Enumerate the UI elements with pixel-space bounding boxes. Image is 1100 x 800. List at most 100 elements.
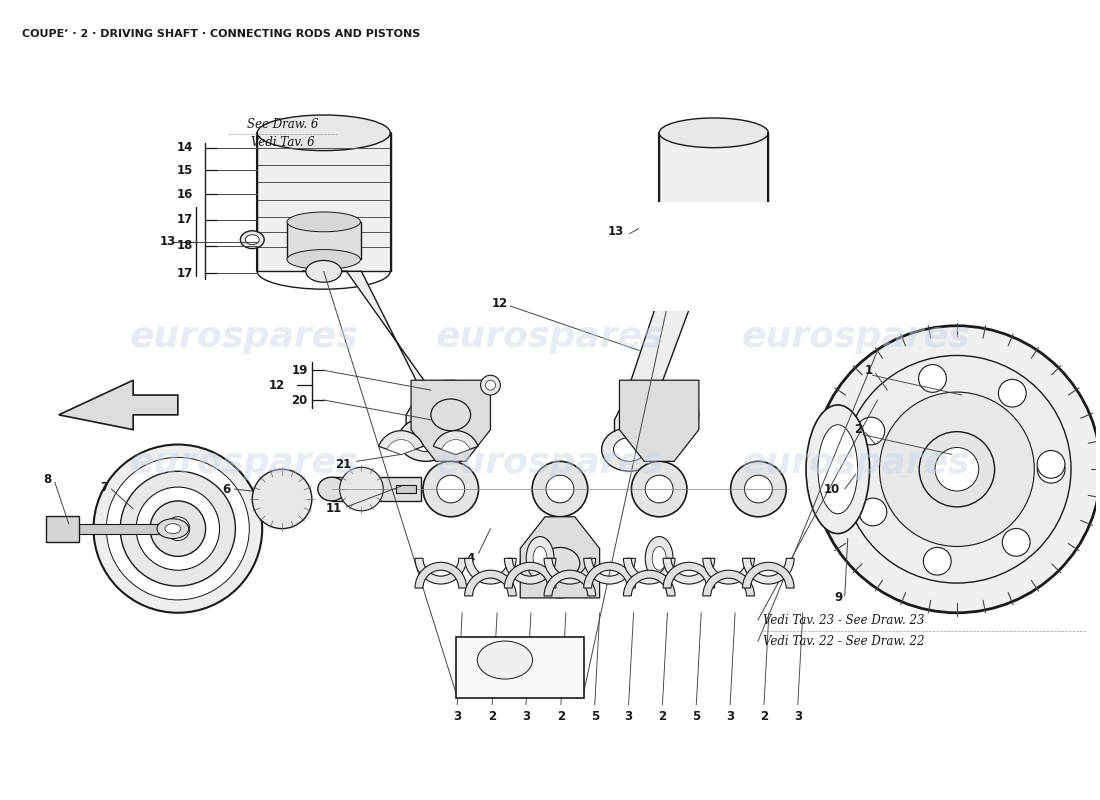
Wedge shape bbox=[433, 430, 478, 454]
Ellipse shape bbox=[745, 475, 772, 503]
Ellipse shape bbox=[920, 432, 994, 507]
Ellipse shape bbox=[859, 498, 887, 526]
Polygon shape bbox=[615, 257, 708, 459]
Text: 2: 2 bbox=[855, 423, 862, 436]
Ellipse shape bbox=[410, 428, 442, 451]
Ellipse shape bbox=[813, 326, 1100, 613]
Ellipse shape bbox=[646, 537, 673, 580]
Text: 7: 7 bbox=[100, 481, 109, 494]
Text: 15: 15 bbox=[176, 164, 192, 177]
Text: Vedi Tav. 23 - See Draw. 23: Vedi Tav. 23 - See Draw. 23 bbox=[763, 614, 924, 626]
Wedge shape bbox=[584, 558, 636, 584]
Ellipse shape bbox=[661, 246, 697, 267]
Wedge shape bbox=[663, 562, 715, 588]
Text: 5: 5 bbox=[591, 710, 598, 723]
Ellipse shape bbox=[1037, 450, 1065, 478]
Polygon shape bbox=[520, 517, 600, 598]
Ellipse shape bbox=[843, 355, 1071, 583]
Ellipse shape bbox=[485, 380, 495, 390]
Ellipse shape bbox=[857, 417, 884, 445]
FancyBboxPatch shape bbox=[456, 637, 584, 698]
Ellipse shape bbox=[659, 118, 768, 148]
Text: classe A ÷ H
class A ÷ H: classe A ÷ H class A ÷ H bbox=[487, 670, 553, 691]
Ellipse shape bbox=[806, 405, 870, 534]
Text: 2: 2 bbox=[488, 710, 496, 723]
Text: eurospares: eurospares bbox=[130, 446, 359, 480]
Polygon shape bbox=[619, 380, 698, 462]
Ellipse shape bbox=[431, 399, 471, 430]
Ellipse shape bbox=[306, 261, 342, 282]
Ellipse shape bbox=[107, 458, 250, 600]
Text: 3: 3 bbox=[726, 710, 734, 723]
Wedge shape bbox=[624, 570, 675, 596]
Polygon shape bbox=[46, 516, 78, 542]
Wedge shape bbox=[504, 558, 556, 584]
Ellipse shape bbox=[1002, 529, 1030, 556]
Text: 21: 21 bbox=[336, 458, 352, 471]
Text: eurospares: eurospares bbox=[741, 320, 970, 354]
Ellipse shape bbox=[165, 524, 180, 534]
Polygon shape bbox=[639, 202, 799, 311]
Wedge shape bbox=[442, 439, 470, 454]
Text: eurospares: eurospares bbox=[436, 320, 664, 354]
Text: Vedi Tav. 22 - See Draw. 22: Vedi Tav. 22 - See Draw. 22 bbox=[763, 635, 924, 648]
Text: 11: 11 bbox=[326, 502, 342, 515]
Wedge shape bbox=[415, 562, 466, 588]
Text: See Draw. 6: See Draw. 6 bbox=[246, 118, 318, 131]
Ellipse shape bbox=[534, 546, 547, 570]
Wedge shape bbox=[584, 562, 636, 588]
Ellipse shape bbox=[1037, 455, 1065, 483]
Text: 3: 3 bbox=[625, 710, 632, 723]
Text: eurospares: eurospares bbox=[436, 446, 664, 480]
Text: 17: 17 bbox=[176, 214, 192, 226]
Ellipse shape bbox=[546, 475, 574, 503]
Wedge shape bbox=[703, 558, 755, 584]
Ellipse shape bbox=[157, 518, 189, 538]
Ellipse shape bbox=[398, 418, 453, 462]
Ellipse shape bbox=[136, 487, 220, 570]
Ellipse shape bbox=[935, 447, 979, 491]
Ellipse shape bbox=[880, 392, 1034, 546]
Ellipse shape bbox=[918, 365, 946, 392]
Ellipse shape bbox=[252, 470, 311, 529]
Text: 3: 3 bbox=[521, 710, 530, 723]
Ellipse shape bbox=[340, 467, 383, 511]
Ellipse shape bbox=[818, 425, 858, 514]
Wedge shape bbox=[742, 558, 794, 584]
Wedge shape bbox=[544, 570, 596, 596]
Wedge shape bbox=[703, 570, 755, 596]
Wedge shape bbox=[378, 430, 424, 454]
Wedge shape bbox=[504, 562, 556, 588]
Wedge shape bbox=[544, 558, 596, 584]
Text: 16: 16 bbox=[176, 188, 192, 201]
Ellipse shape bbox=[631, 462, 688, 517]
Text: 12: 12 bbox=[492, 297, 508, 310]
Polygon shape bbox=[659, 133, 768, 251]
Text: 12: 12 bbox=[268, 378, 285, 392]
Ellipse shape bbox=[526, 537, 554, 580]
Ellipse shape bbox=[120, 471, 235, 586]
Text: 2: 2 bbox=[659, 710, 667, 723]
Ellipse shape bbox=[166, 517, 189, 541]
Ellipse shape bbox=[999, 379, 1026, 407]
Wedge shape bbox=[663, 558, 715, 584]
Wedge shape bbox=[464, 570, 516, 596]
Text: 2: 2 bbox=[760, 710, 768, 723]
Text: 9: 9 bbox=[835, 591, 843, 605]
Text: 6: 6 bbox=[222, 482, 230, 495]
Text: 10: 10 bbox=[824, 482, 839, 495]
Ellipse shape bbox=[287, 250, 361, 270]
Text: 5: 5 bbox=[692, 710, 701, 723]
Text: 19: 19 bbox=[292, 364, 308, 377]
Text: 8: 8 bbox=[44, 473, 52, 486]
Text: 17: 17 bbox=[176, 267, 192, 280]
Wedge shape bbox=[464, 558, 516, 584]
Wedge shape bbox=[387, 439, 415, 454]
Wedge shape bbox=[624, 558, 675, 584]
Ellipse shape bbox=[652, 546, 667, 570]
Wedge shape bbox=[742, 562, 794, 588]
Polygon shape bbox=[58, 380, 178, 430]
Ellipse shape bbox=[241, 230, 264, 249]
Polygon shape bbox=[257, 133, 392, 271]
Wedge shape bbox=[415, 558, 466, 584]
